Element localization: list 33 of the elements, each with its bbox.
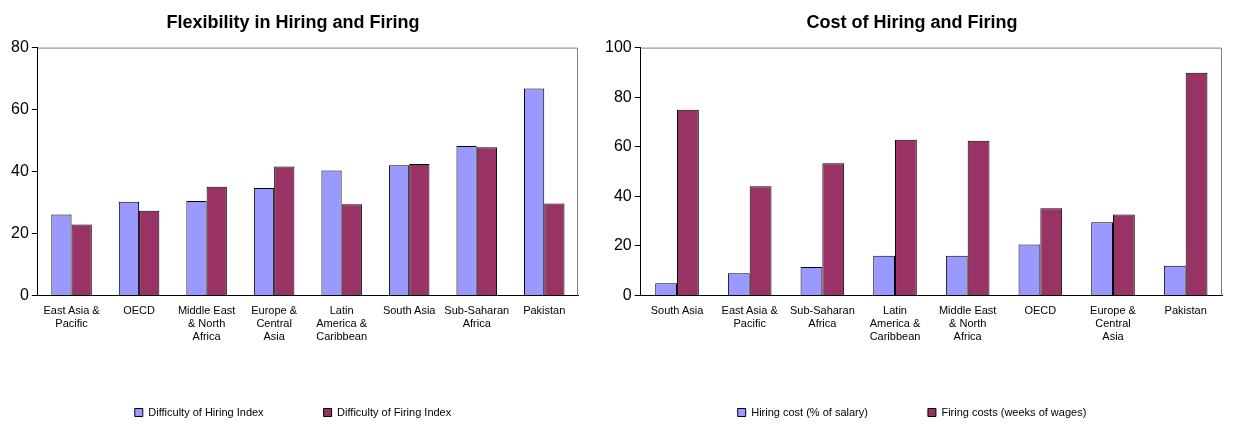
y-tick-label: 20 [613, 236, 632, 254]
x-tick-label: OECD [123, 304, 156, 317]
y-tick-label: 60 [11, 99, 29, 117]
y-tick-label: 40 [11, 161, 29, 179]
y-tick-label: 0 [622, 285, 632, 303]
x-tick-label: East Asia & Pacific [43, 304, 101, 330]
y-tick-label: 20 [11, 223, 29, 241]
legend-label: Hiring cost (% of salary) [751, 405, 868, 418]
x-tick-label: Europe & Central Asia [1090, 304, 1137, 343]
legend-label: Difficulty of Hiring Index [148, 405, 265, 418]
y-tick-label: 80 [613, 87, 632, 105]
x-tick-label: Latin America & Caribbean [869, 304, 922, 343]
legend-label: Firing costs (weeks of wages) [941, 405, 1087, 418]
chart-title: Flexibility in Hiring and Firing [166, 11, 420, 32]
chart-title: Cost of Hiring and Firing [806, 11, 1018, 32]
y-tick-label: 100 [604, 38, 632, 56]
x-tick-label: South Asia [382, 304, 437, 317]
y-tick-label: 80 [11, 38, 29, 56]
y-tick-label: 0 [19, 285, 29, 303]
legend-label: Difficulty of Firing Index [337, 405, 452, 418]
x-tick-label: South Asia [650, 304, 705, 317]
x-tick-label: Pakistan [1164, 304, 1207, 317]
y-tick-label: 60 [613, 137, 632, 155]
x-tick-label: East Asia & Pacific [721, 304, 779, 330]
x-tick-label: Pakistan [523, 304, 566, 317]
x-tick-label: Sub-Saharan Africa [789, 304, 855, 330]
x-tick-label: Sub-Saharan Africa [444, 304, 510, 330]
x-tick-label: Latin America & Caribbean [316, 304, 368, 343]
x-tick-label: Middle East & North Africa [177, 304, 236, 343]
x-tick-label: Middle East & North Africa [938, 304, 997, 343]
x-tick-label: OECD [1024, 304, 1057, 317]
x-tick-label: Europe & Central Asia [251, 304, 298, 343]
y-tick-label: 40 [613, 186, 632, 204]
